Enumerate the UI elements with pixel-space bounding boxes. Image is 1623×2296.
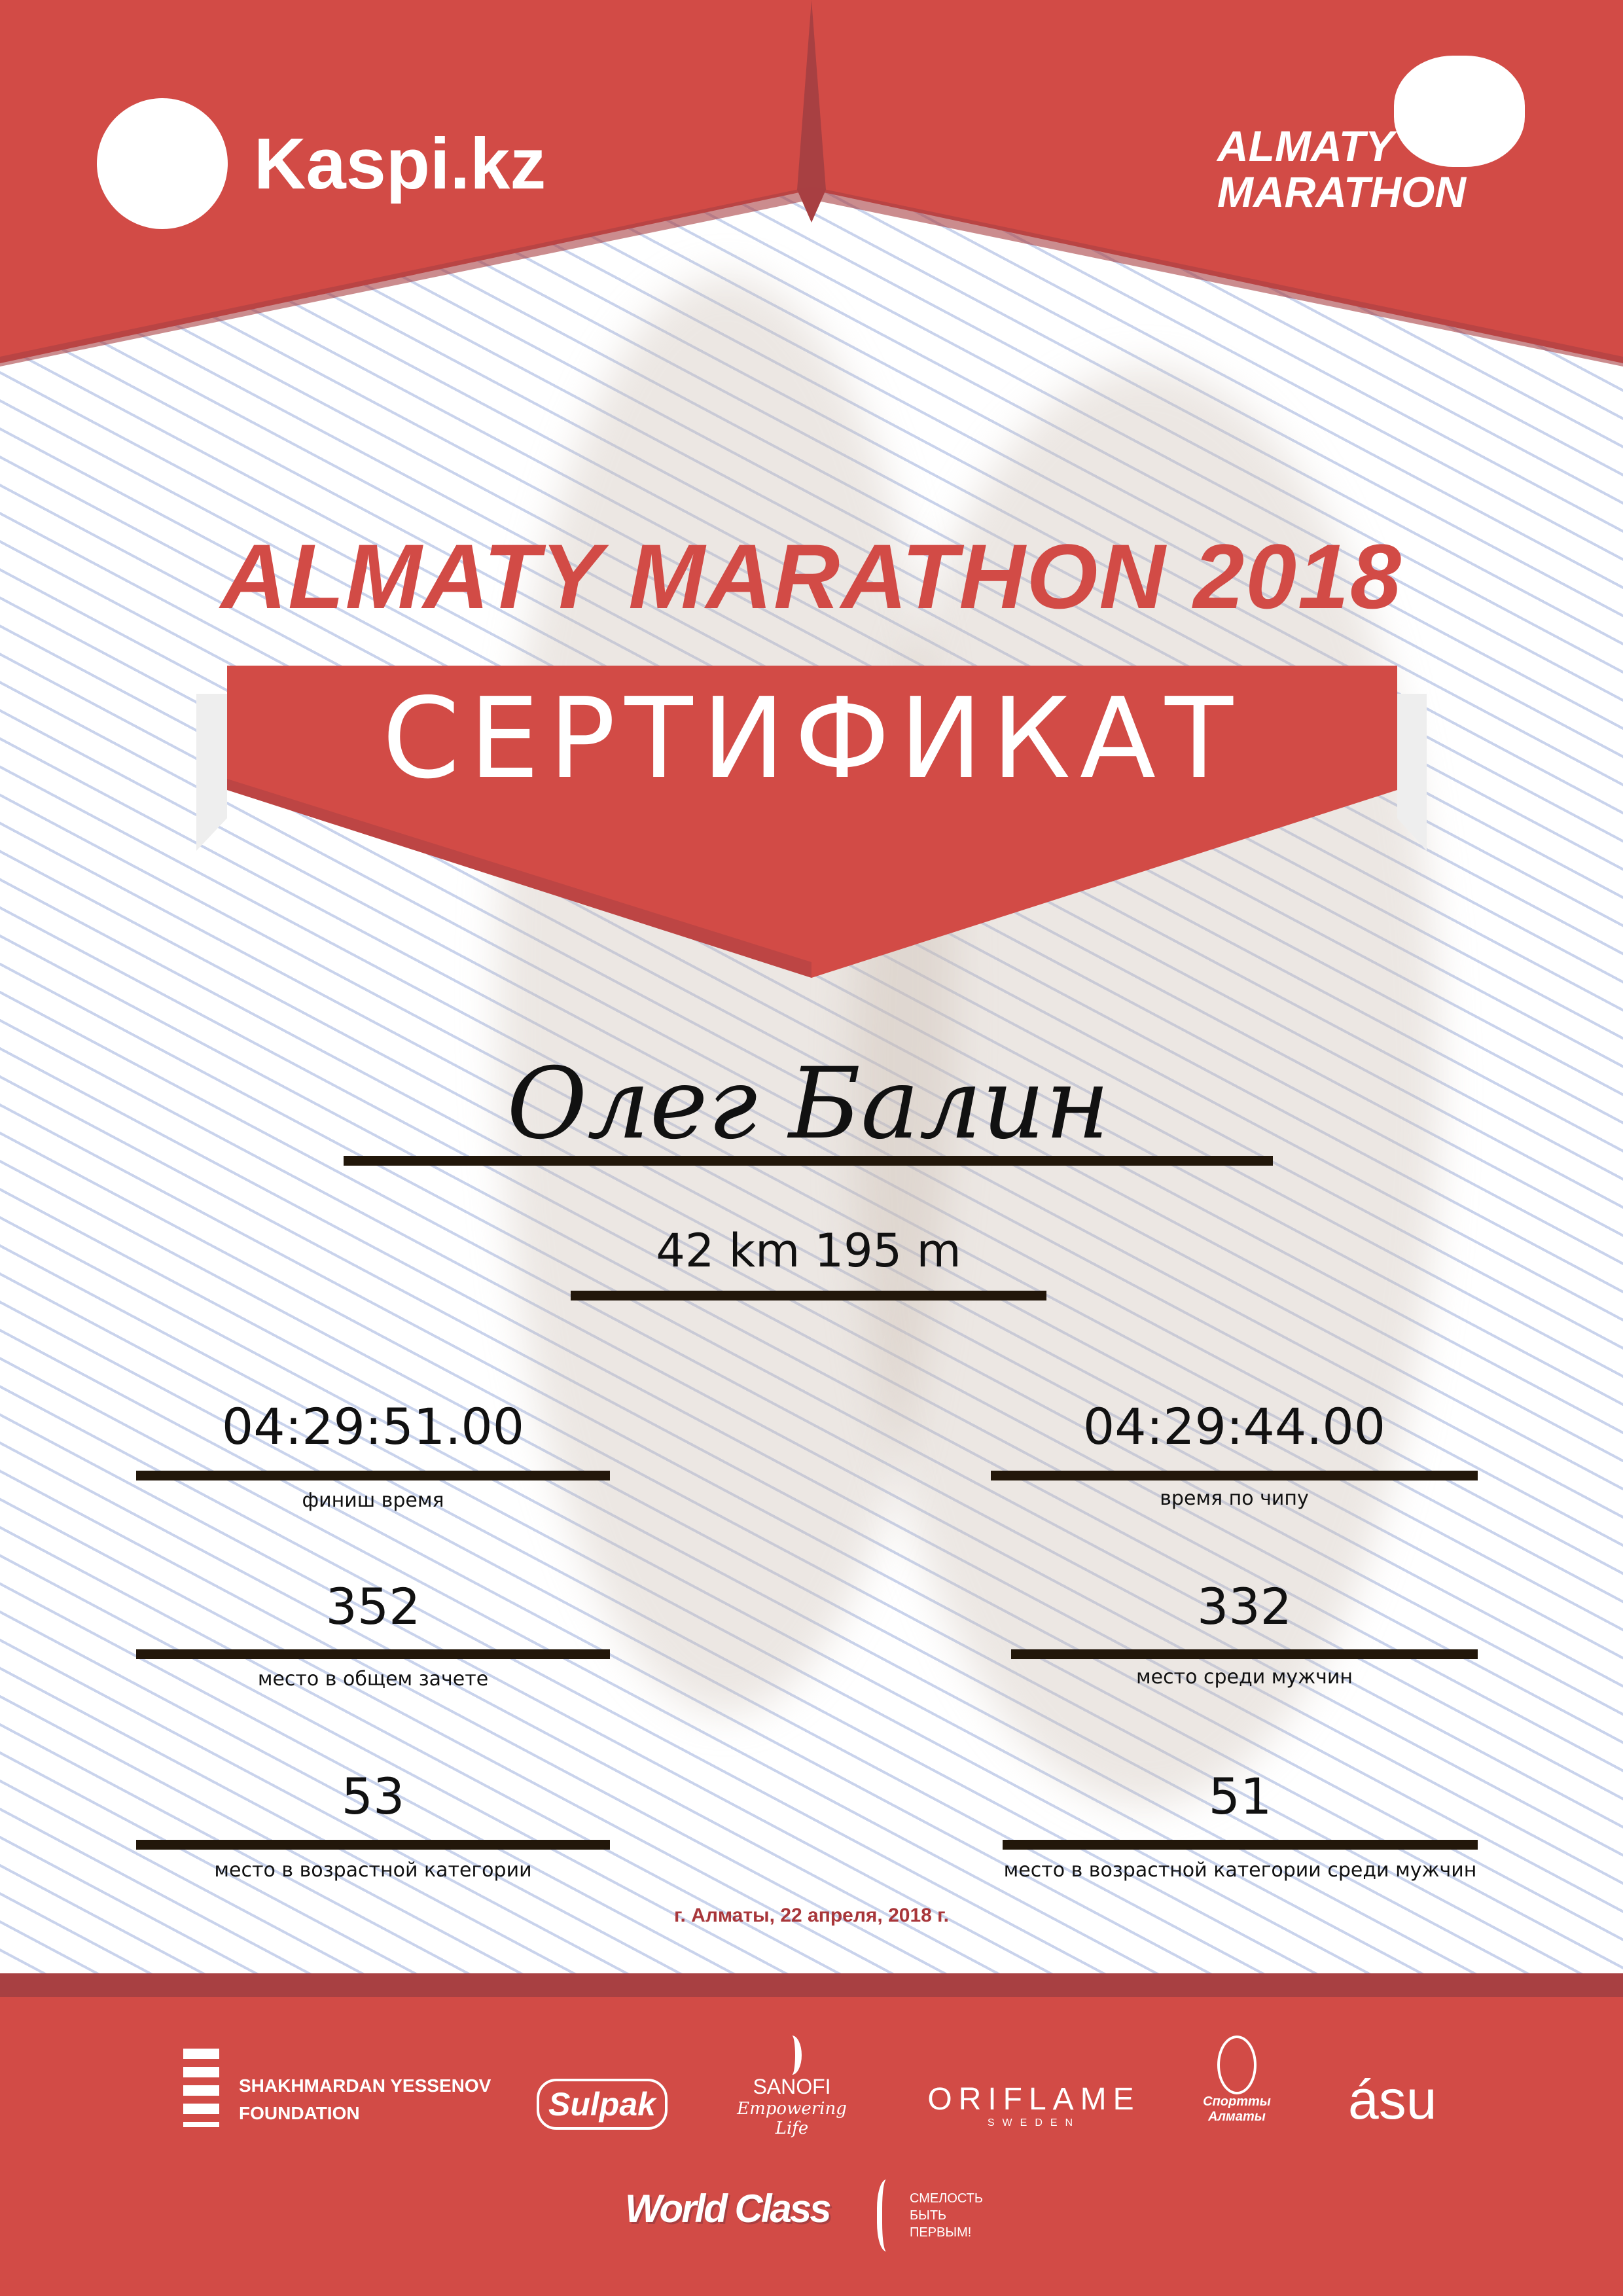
almaty-marathon-logo: ALMATY MARATHON: [1217, 56, 1525, 216]
age-men-place-value: 51: [1208, 1767, 1272, 1825]
distance-underline: [571, 1291, 1046, 1300]
stat-underline: [1003, 1840, 1478, 1850]
footer: [0, 1973, 1623, 2296]
certificate-banner: [196, 666, 1427, 978]
chip-time-label: время по чипу: [1160, 1487, 1309, 1510]
issue-date: г. Алматы, 22 апреля, 2018 г.: [674, 1905, 949, 1926]
chip-time-value: 04:29:44.00: [1082, 1397, 1386, 1456]
distance: 42 km 195 m: [656, 1224, 961, 1278]
asu-logo: ásu: [1348, 2069, 1437, 2130]
header-band: [0, 0, 1623, 367]
stat-underline: [136, 1471, 610, 1480]
sport-almaty-logo: Спортты Алматы: [1198, 2036, 1276, 2125]
overall-place-value: 352: [325, 1577, 421, 1636]
stat-underline: [991, 1471, 1478, 1480]
participant-name: Олег Балин: [507, 1047, 1110, 1161]
yessenov-icon: [183, 2049, 219, 2127]
striped-background: [0, 0, 1623, 1977]
age-place-label: место в возрастной категории: [214, 1859, 532, 1882]
footer-strip: [0, 1973, 1623, 1997]
finish-time-value: 04:29:51.00: [221, 1397, 525, 1456]
finish-time-label: финиш время: [302, 1489, 444, 1512]
yessenov-foundation: FOUNDATION: [239, 2103, 360, 2123]
kaspi-logo-icon: [97, 98, 228, 229]
certificate-heading: СЕРТИФИКАТ: [382, 674, 1242, 804]
sulpak-logo: Sulpak: [537, 2079, 668, 2130]
kaspi-logo: Kaspi.kz: [97, 98, 546, 229]
event-title: ALMATY MARATHON 2018: [221, 525, 1402, 628]
stat-underline: [136, 1649, 610, 1659]
yessenov-name: SHAKHMARDAN YESSENOV: [239, 2075, 491, 2096]
sanofi-logo: SANOFI Empowering Life: [726, 2036, 857, 2138]
age-place-value: 53: [341, 1767, 405, 1825]
runner-photo-woman: [851, 367, 1440, 1806]
oriflame-logo: ORIFLAME SWEDEN: [927, 2082, 1141, 2128]
name-underline: [344, 1156, 1273, 1166]
age-men-place-label: место в возрастной категории среди мужчи…: [1003, 1859, 1477, 1882]
runner-figure-icon: [877, 2179, 901, 2251]
runner-logo-icon: [1394, 56, 1525, 167]
yessenov-logo: SHAKHMARDAN YESSENOV FOUNDATION: [183, 2049, 491, 2127]
smelost-logo: СМЕЛОСТЬ БЫТЬ ПЕРВЫМ!: [877, 2179, 983, 2251]
overall-place-label: место в общем зачете: [257, 1668, 489, 1691]
worldclass-logo: World Class: [625, 2187, 832, 2231]
men-place-value: 332: [1196, 1577, 1293, 1636]
stat-underline: [1011, 1649, 1478, 1659]
stat-underline: [136, 1840, 610, 1850]
sport-almaty-emblem: [1217, 2036, 1257, 2094]
sanofi-icon: [782, 2036, 802, 2075]
men-place-label: место среди мужчин: [1136, 1666, 1353, 1689]
